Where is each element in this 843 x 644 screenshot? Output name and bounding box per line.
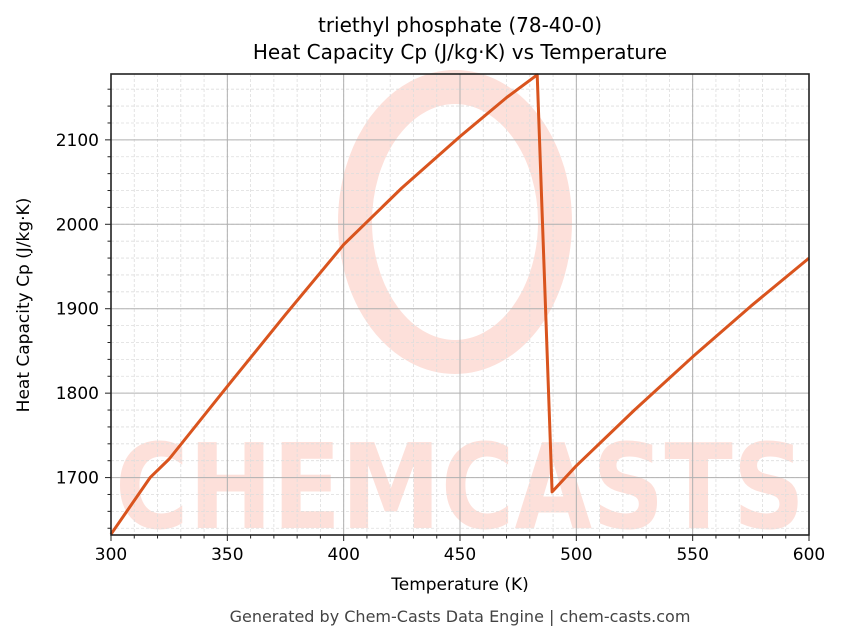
- axis-ticks: [105, 88, 810, 541]
- chart-title-compound: triethyl phosphate (78-40-0): [317, 13, 602, 37]
- y-axis-label: Heat Capacity Cp (J/kg·K): [14, 197, 34, 413]
- axis-tick-labels: 300 350 400 450 500 550 600 1700 1800 1900 2000 210…: [56, 131, 825, 565]
- x-tick-label: 500: [560, 545, 592, 565]
- y-tick-label: 1900: [56, 300, 99, 320]
- chart-title-property: Heat Capacity Cp (J/kg·K) vs Temperature: [252, 40, 668, 64]
- x-tick-label: 350: [211, 545, 243, 565]
- x-axis-label: Temperature (K): [391, 575, 529, 595]
- y-tick-label: 1800: [56, 384, 99, 404]
- y-tick-label: 2000: [56, 215, 99, 235]
- y-tick-label: 2100: [56, 131, 99, 151]
- x-tick-label: 450: [444, 545, 476, 565]
- y-tick-label: 1700: [56, 469, 99, 489]
- x-tick-label: 300: [95, 545, 127, 565]
- footer-credit: Generated by Chem-Casts Data Engine | ch…: [229, 607, 691, 626]
- x-tick-label: 600: [793, 545, 825, 565]
- cp-data-line: [109, 73, 810, 536]
- x-tick-label: 400: [327, 545, 359, 565]
- x-tick-label: 550: [676, 545, 708, 565]
